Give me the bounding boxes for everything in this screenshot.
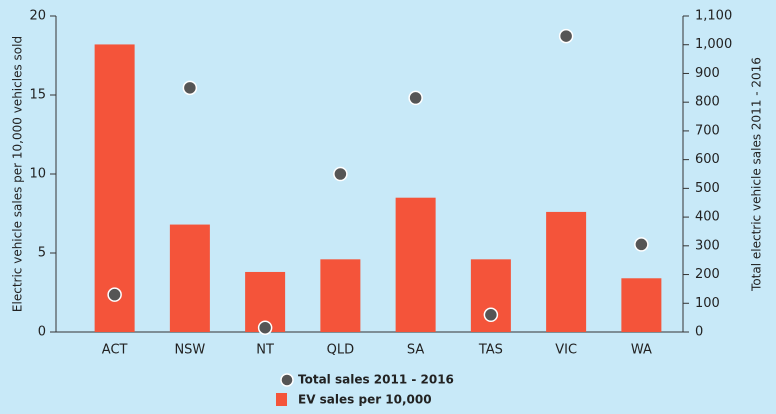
x-tick-label: SA [407,343,424,358]
y2-tick-label: 100 [695,296,720,311]
y2-tick-label: 400 [695,210,720,225]
y2-tick-label: 1,100 [695,9,732,24]
point [408,90,423,106]
y2-axis-title: Total electric vehicle sales 2011 - 2016 [750,57,764,292]
y2-tick-label: 900 [695,66,720,81]
x-tick-label: ACT [102,343,128,358]
bar [169,224,210,332]
legend-marker [280,373,294,387]
x-tick-label: QLD [327,343,355,358]
y2-tick-label: 200 [695,267,720,282]
y-tick-label: 5 [38,246,46,261]
point [182,80,198,96]
y2-tick-label: 600 [695,152,720,167]
bar [320,259,361,332]
point [107,287,122,302]
y2-tick-label: 300 [695,238,720,253]
x-tick-label: NT [256,343,274,358]
y-tick-label: 0 [38,325,46,340]
legend-label: Total sales 2011 - 2016 [298,373,454,387]
y2-tick-label: 700 [695,123,720,138]
bar [94,44,135,332]
point [558,28,574,44]
point [483,307,499,323]
point [257,320,273,335]
y2-tick-label: 0 [695,325,703,340]
y2-tick-label: 500 [695,181,720,196]
legend-marker [276,393,287,406]
x-tick-label: NSW [174,343,205,358]
point [634,237,649,252]
x-tick-label: TAS [478,343,503,358]
y-tick-label: 10 [29,167,46,182]
x-tick-label: VIC [555,343,577,358]
y-tick-label: 20 [29,9,46,24]
y-tick-label: 15 [29,88,46,103]
x-tick-label: WA [631,343,652,358]
y-axis-title: Electric vehicle sales per 10,000 vehicl… [11,36,25,312]
point [333,166,348,182]
y2-tick-label: 1,000 [695,37,732,52]
y2-tick-label: 800 [695,95,720,110]
legend-label: EV sales per 10,000 [298,393,432,407]
bar [546,211,587,332]
bar [621,278,662,332]
bar [395,197,436,332]
